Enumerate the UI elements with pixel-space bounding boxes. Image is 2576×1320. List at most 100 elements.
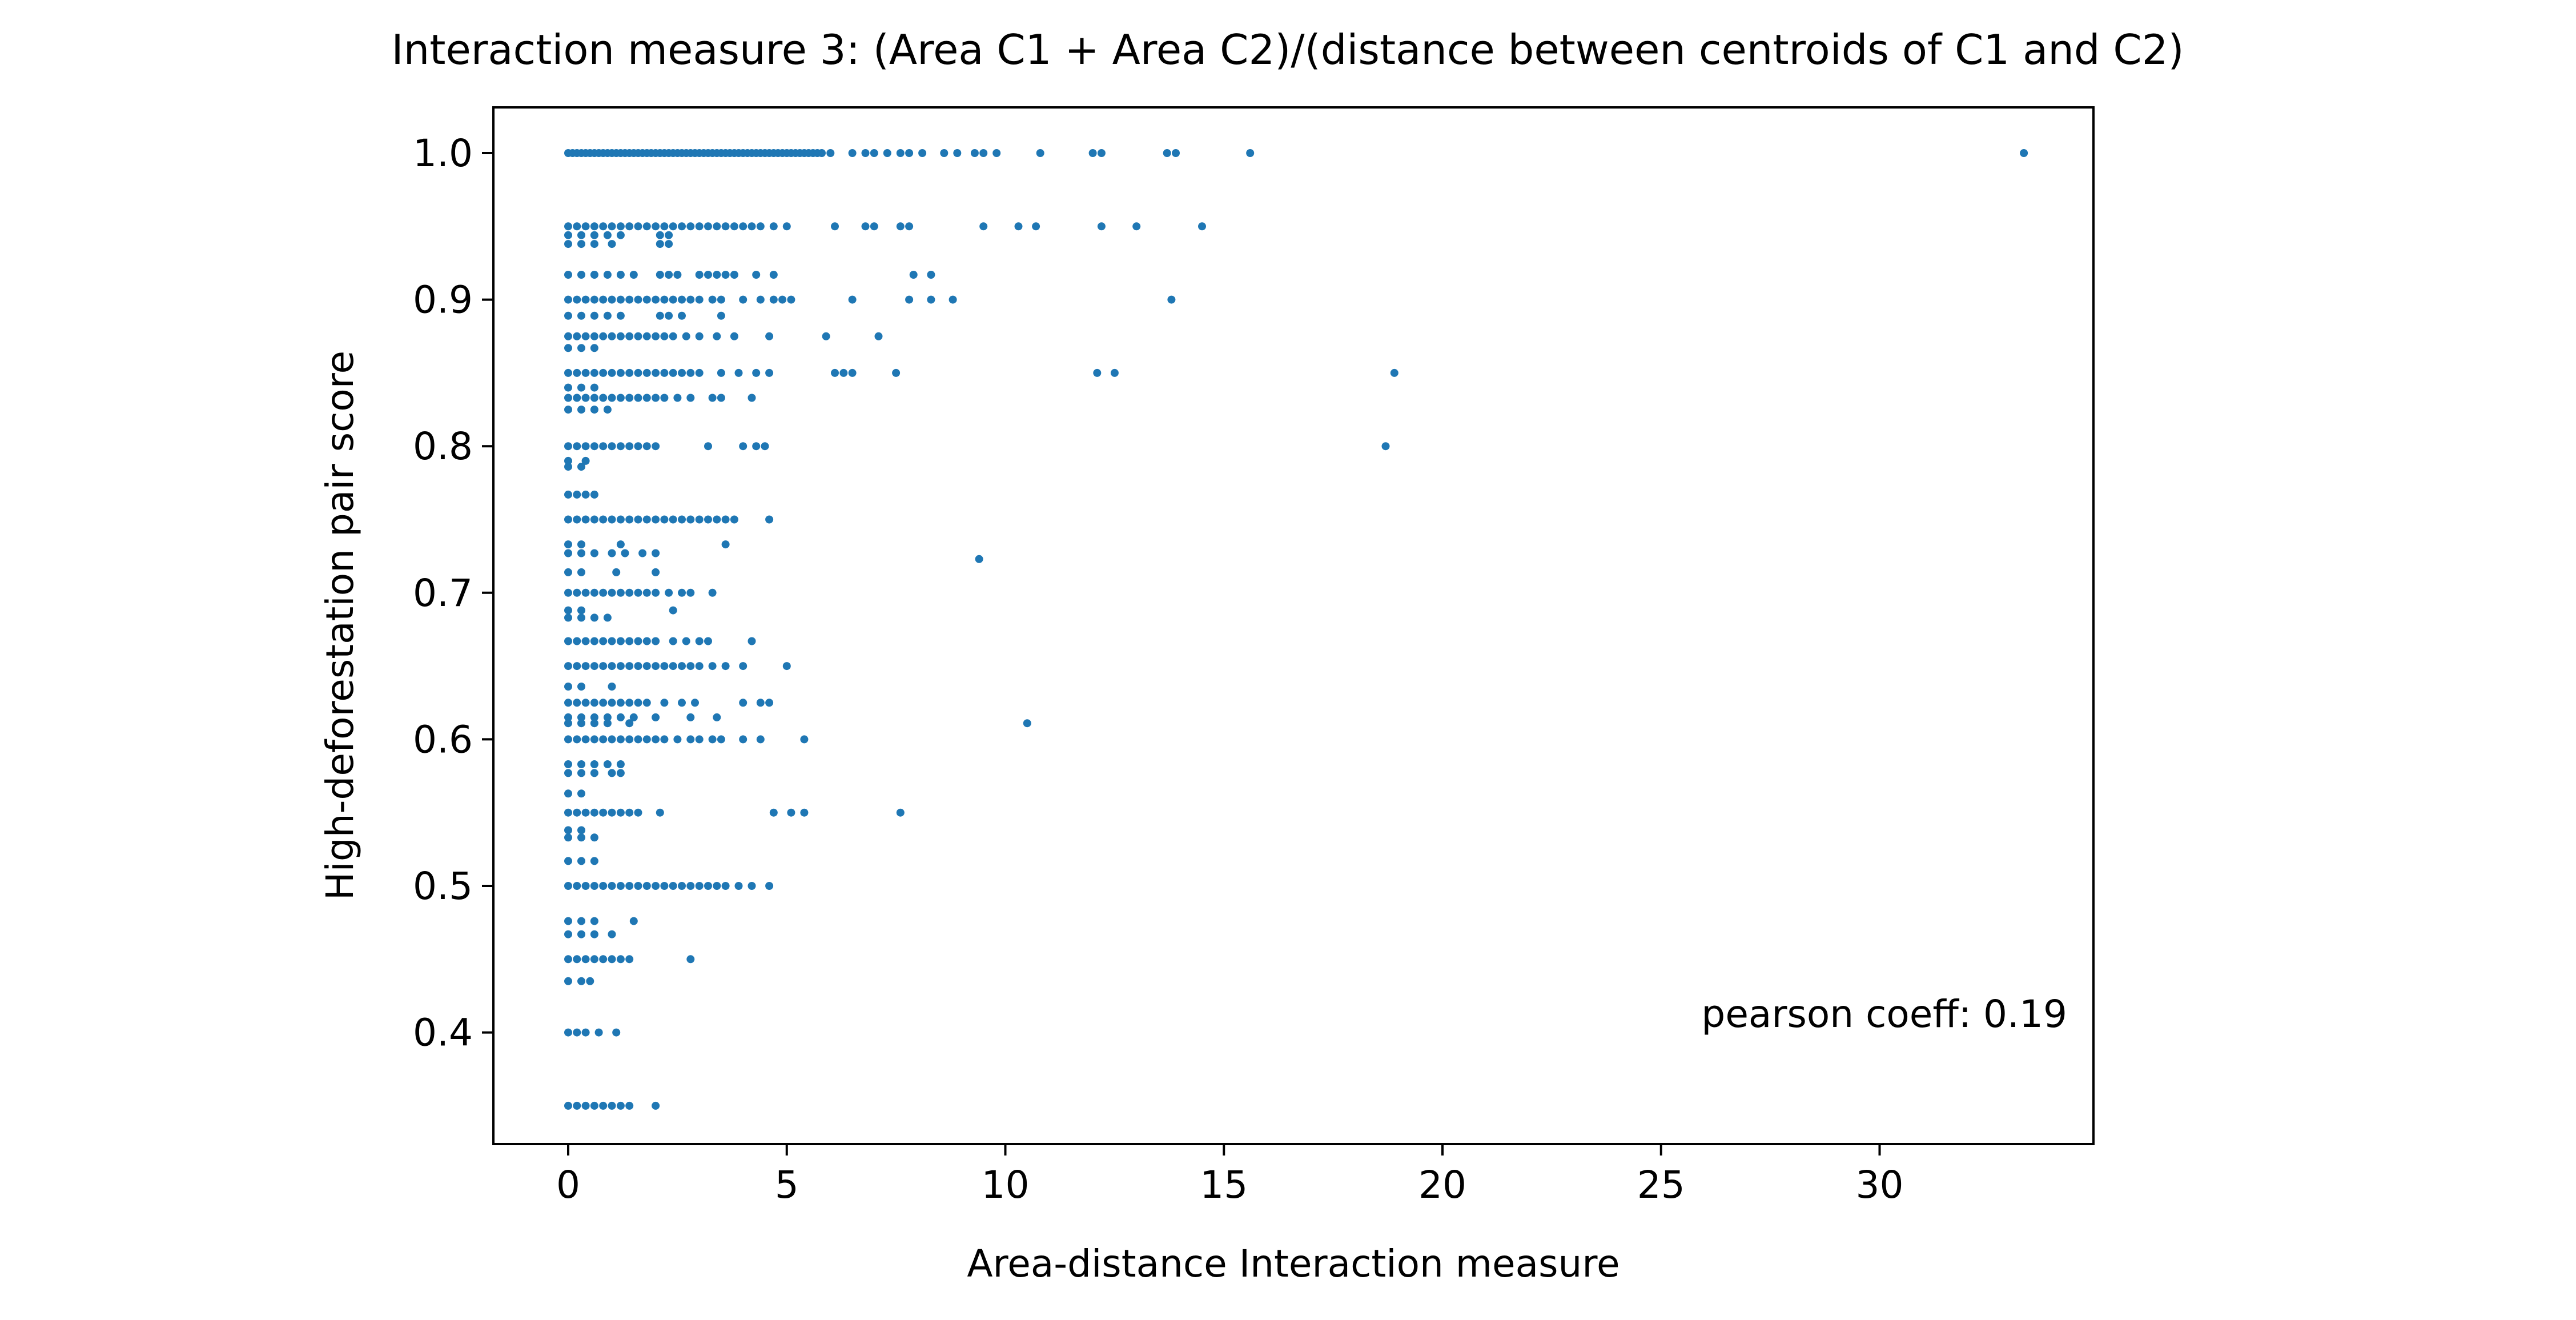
scatter-point	[909, 271, 918, 279]
x-tick-label: 25	[1637, 1163, 1685, 1207]
scatter-point	[573, 222, 581, 231]
scatter-point	[673, 394, 682, 402]
scatter-point	[826, 149, 835, 157]
scatter-point	[625, 588, 634, 597]
scatter-point	[953, 149, 962, 157]
scatter-point	[652, 882, 660, 890]
scatter-point	[573, 490, 581, 499]
scatter-point	[573, 1101, 581, 1110]
scatter-point	[625, 662, 634, 671]
scatter-point	[625, 394, 634, 402]
scatter-point	[695, 515, 704, 524]
scatter-point	[564, 713, 572, 721]
scatter-point	[940, 149, 949, 157]
scatter-point	[577, 606, 585, 615]
y-tick-label: 0.5	[413, 864, 473, 908]
scatter-point	[708, 588, 717, 597]
scatter-point	[608, 735, 616, 744]
scatter-point	[564, 271, 572, 279]
scatter-point	[564, 456, 572, 465]
scatter-point	[979, 222, 988, 231]
scatter-point	[652, 568, 660, 576]
scatter-point	[748, 637, 756, 645]
scatter-point	[739, 295, 748, 304]
scatter-point	[818, 149, 826, 157]
scatter-point	[616, 808, 625, 817]
scatter-point	[616, 588, 625, 597]
scatter-point	[581, 222, 590, 231]
scatter-point	[673, 271, 682, 279]
scatter-point	[695, 271, 704, 279]
scatter-point	[590, 613, 598, 622]
scatter-point	[590, 515, 598, 524]
scatter-point	[642, 882, 651, 890]
scatter-point	[761, 442, 769, 451]
scatter-point	[616, 311, 625, 320]
scatter-point	[573, 588, 581, 597]
scatter-point	[652, 588, 660, 597]
scatter-point	[590, 760, 598, 768]
scatter-point	[1390, 368, 1398, 377]
scatter-point	[927, 295, 935, 304]
scatter-point	[704, 222, 712, 231]
scatter-point	[669, 882, 677, 890]
y-tick-label: 0.6	[413, 717, 473, 761]
scatter-point	[756, 222, 765, 231]
scatter-point	[642, 637, 651, 645]
plot-frame	[492, 106, 2095, 1145]
scatter-point	[634, 662, 642, 671]
scatter-point	[634, 735, 642, 744]
scatter-point	[642, 222, 651, 231]
scatter-point	[603, 231, 612, 239]
scatter-point	[652, 515, 660, 524]
scatter-point	[704, 442, 712, 451]
scatter-point	[1163, 149, 1171, 157]
scatter-point	[970, 149, 979, 157]
scatter-point	[590, 394, 598, 402]
scatter-point	[608, 699, 616, 707]
scatter-point	[665, 240, 673, 248]
scatter-point	[590, 222, 598, 231]
scatter-point	[599, 368, 608, 377]
scatter-point	[660, 515, 669, 524]
scatter-point	[769, 808, 778, 817]
scatter-point	[642, 735, 651, 744]
scatter-point	[616, 662, 625, 671]
scatter-point	[590, 311, 598, 320]
x-tick-label: 15	[1200, 1163, 1248, 1207]
scatter-point	[577, 789, 585, 798]
scatter-point	[979, 149, 988, 157]
scatter-point	[756, 295, 765, 304]
scatter-point	[608, 442, 616, 451]
y-axis-ticks: 0.4 0.5 0.6 0.7 0.8 0.9 1.0	[413, 131, 493, 1055]
x-tick-label: 0	[556, 1163, 580, 1207]
scatter-point	[625, 882, 634, 890]
scatter-point	[721, 222, 730, 231]
scatter-point	[734, 368, 743, 377]
scatter-point	[603, 613, 612, 622]
scatter-point	[590, 719, 598, 728]
scatter-point	[634, 515, 642, 524]
scatter-point	[590, 549, 598, 557]
scatter-point	[590, 699, 598, 707]
scatter-point	[564, 332, 572, 340]
scatter-point	[1172, 149, 1180, 157]
scatter-point	[577, 406, 585, 414]
scatter-point	[975, 555, 983, 563]
scatter-point	[564, 760, 572, 768]
scatter-point	[678, 368, 686, 377]
scatter-point	[564, 442, 572, 451]
scatter-point	[564, 683, 572, 691]
scatter-point	[765, 699, 774, 707]
scatter-point	[590, 271, 598, 279]
scatter-point	[573, 394, 581, 402]
scatter-point	[564, 955, 572, 964]
scatter-point	[564, 222, 572, 231]
scatter-point	[564, 662, 572, 671]
scatter-point	[616, 769, 625, 777]
scatter-point	[695, 735, 704, 744]
scatter-point	[769, 295, 778, 304]
